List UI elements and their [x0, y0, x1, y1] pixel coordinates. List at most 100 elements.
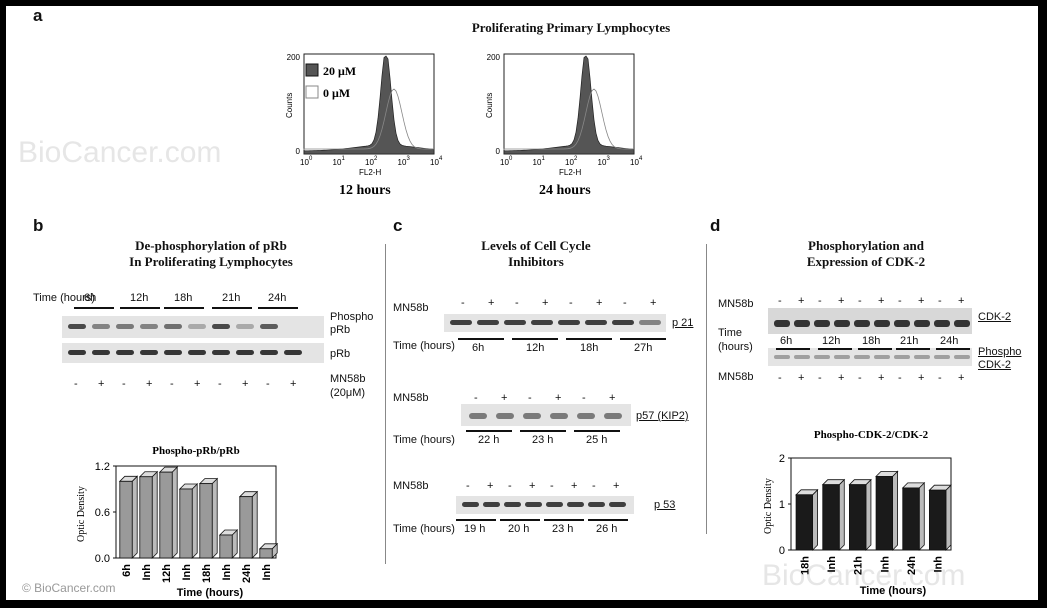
blot-p21 [444, 314, 666, 332]
x-tick: 10 [430, 158, 439, 167]
time-underline [896, 348, 930, 350]
band [834, 355, 850, 359]
x-tick-label: Inh [181, 564, 193, 581]
time-underline [574, 430, 620, 432]
lane-sign: - [582, 392, 586, 404]
panel-c-blot1-time: 12h [526, 342, 545, 354]
chart-title: Phospho-pRb/pRb [152, 445, 239, 457]
band [496, 413, 514, 419]
panel-c-blot3-time: 23 h [552, 523, 574, 535]
x-tick-exp: 4 [439, 156, 443, 162]
bar-side [151, 470, 158, 559]
time-underline [936, 348, 970, 350]
x-tick-label: 18h [799, 556, 811, 575]
x-axis-label: FL2-H [359, 168, 381, 177]
lane-sign: + [242, 378, 249, 390]
panel-c-title-line2: Inhibitors [508, 254, 564, 269]
x-tick-exp: 1 [342, 156, 346, 162]
panel-d-time: 21h [900, 335, 919, 347]
time-label-2: 24 hours [539, 183, 591, 198]
x-tick: 10 [500, 158, 509, 167]
lane-sign: + [650, 297, 657, 309]
band [260, 350, 278, 355]
panel-b-row2-label: pRb [330, 348, 351, 360]
band [140, 350, 158, 355]
lane-sign: - [74, 378, 78, 390]
panel-a-letter: a [33, 6, 43, 25]
band [794, 355, 810, 359]
band [164, 324, 182, 329]
band [116, 324, 134, 329]
legend-swatch-20um [305, 63, 319, 77]
band [523, 413, 541, 419]
bar-inh [875, 476, 893, 551]
panel-a-title: Proliferating Primary Lymphocytes [471, 20, 671, 35]
lane-sign-bottom: - [818, 372, 822, 384]
bar-side [211, 477, 218, 559]
band [92, 324, 110, 329]
panel-d-time-line1: Time [718, 327, 743, 339]
band [577, 413, 595, 419]
divider-bc [385, 244, 386, 564]
band [609, 502, 626, 507]
bar-side [812, 488, 818, 551]
panel-d-letter: d [710, 216, 721, 235]
lane-sign: - [569, 297, 573, 309]
chart-phospho-cdk2: Phospho-CDK-2/CDK-2 2 1 0 Optic Density 18h In… [763, 429, 952, 597]
protein-phospho-cdk2: Phospho CDK-2 [978, 346, 1021, 372]
band [450, 320, 472, 325]
bar-inh [219, 534, 233, 559]
time-underline [456, 519, 496, 521]
lane-sign: - [528, 392, 532, 404]
bar-inh [139, 476, 153, 559]
panel-c-blot2-time: 25 h [586, 434, 608, 446]
panel-c-blot3-time: 26 h [596, 523, 618, 535]
band [546, 502, 563, 507]
y-axis-label: Optic Density [763, 478, 774, 534]
x-tick-exp: 0 [509, 156, 513, 162]
protein-cdk2: CDK-2 [978, 311, 1012, 323]
lane-sign: - [218, 378, 222, 390]
panel-b-time-underline [164, 307, 204, 309]
band [639, 320, 661, 325]
lane-sign-top: - [818, 295, 822, 307]
lane-sign-bottom: - [778, 372, 782, 384]
x-tick-label: 6h [121, 564, 133, 577]
bar-inh [928, 489, 947, 551]
lane-sign: - [508, 480, 512, 492]
blot-p57 [461, 404, 631, 426]
band [567, 502, 584, 507]
panel-b-time-18h: 18h [174, 292, 193, 304]
panel-d-time: 6h [780, 335, 793, 347]
band [954, 320, 970, 327]
panel-c-blot1-time: 6h [472, 342, 485, 354]
x-tick-label: Inh [933, 556, 945, 573]
panel-c-time-label-3: Time (hours) [393, 523, 455, 535]
bar-24h [239, 496, 253, 559]
blot-prb [62, 343, 324, 363]
band [504, 320, 526, 325]
x-tick-exp: 3 [407, 156, 411, 162]
band [612, 320, 634, 325]
panel-b-time-24h: 24h [268, 292, 287, 304]
panel-b-time-label: Time (hours) [33, 292, 95, 304]
bar-inh [259, 548, 273, 559]
time-underline [566, 338, 612, 340]
panel-d-title: Phosphorylation and Expression of CDK-2 [766, 238, 966, 270]
histogram-0um-line [303, 88, 435, 150]
panel-d-title-line2: Expression of CDK-2 [806, 254, 926, 269]
time-underline [588, 519, 628, 521]
bar-side [892, 470, 899, 551]
lane-sign: + [501, 392, 508, 404]
band [894, 355, 910, 359]
bar-side [171, 466, 178, 559]
protein-phospho-cdk2-line1: Phospho [978, 346, 1022, 358]
panel-b-time-underline [212, 307, 252, 309]
panel-c-blot3-time: 19 h [464, 523, 486, 535]
lane-sign-top: + [838, 295, 845, 307]
protein-p57: p57 (KIP2) [636, 410, 689, 422]
band [477, 320, 499, 325]
y-tick-label: 0 [779, 545, 785, 557]
